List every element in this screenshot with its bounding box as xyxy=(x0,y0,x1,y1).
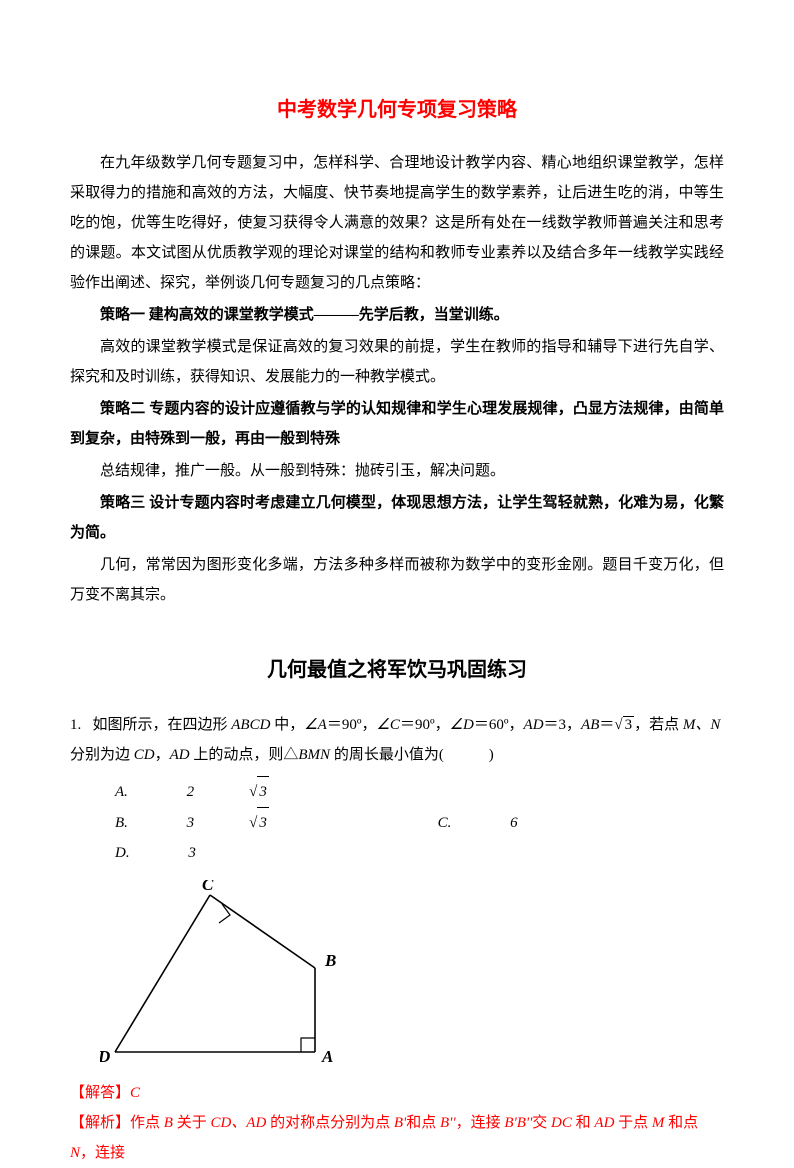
svg-text:D: D xyxy=(100,1047,110,1066)
q1-text-f: 上的动点，则△ xyxy=(193,747,298,763)
q1-abcd: ABCD xyxy=(228,717,275,733)
q1-bmn: BMN xyxy=(298,747,333,763)
choices: A. 2√3 B. 3√3 C. 6 D. 3 xyxy=(70,776,724,868)
q1-ad: AD xyxy=(170,747,194,763)
intro-paragraph: 在九年级数学几何专题复习中，怎样科学、合理地设计教学内容、精心地组织课堂教学，怎… xyxy=(70,148,724,298)
strategy-3-body: 几何，常常因为图形变化多端，方法多种多样而被称为数学中的变形金刚。题目千变万化，… xyxy=(70,550,724,610)
analysis-text: 作点 B 关于 CD、AD 的对称点分别为点 B'和点 B''，连接 B'B''… xyxy=(70,1115,698,1161)
sqrt-3: √3 xyxy=(614,710,634,740)
q1-text-c: ，若点 xyxy=(634,717,679,733)
q1-text-e: ， xyxy=(155,747,170,763)
analysis-label: 【解析】 xyxy=(70,1115,130,1131)
analysis-line: 【解析】作点 B 关于 CD、AD 的对称点分别为点 B'和点 B''，连接 B… xyxy=(70,1108,724,1168)
choice-c: C. 6 xyxy=(438,808,573,838)
answer-label: 【解答】 xyxy=(70,1085,130,1101)
strategy-2-title: 策略二 专题内容的设计应遵循教与学的认知规律和学生心理发展规律，凸显方法规律，由… xyxy=(70,394,724,454)
answer-line: 【解答】C xyxy=(70,1078,724,1108)
answer-value: C xyxy=(130,1085,140,1101)
choice-a: A. 2√3 xyxy=(115,776,379,807)
q1-text-a: 如图所示，在四边形 xyxy=(93,717,228,733)
svg-text:A: A xyxy=(321,1047,333,1066)
q1-mn: M、N xyxy=(679,717,720,733)
q1-angles: ∠A＝90º，∠C＝90º，∠D＝60º，AD＝3，AB＝ xyxy=(304,717,614,733)
question-1: 1. 如图所示，在四边形 ABCD 中，∠A＝90º，∠C＝90º，∠D＝60º… xyxy=(70,710,724,770)
q1-text-b: 中， xyxy=(274,717,304,733)
geometry-figure: D A B C xyxy=(100,880,724,1070)
q1-text-g: 的周长最小值为( ) xyxy=(334,747,494,763)
strategy-2-body: 总结规律，推广一般。从一般到特殊：抛砖引玉，解决问题。 xyxy=(70,456,724,486)
choice-d: D. 3 xyxy=(115,838,251,868)
main-title: 中考数学几何专项复习策略 xyxy=(70,90,724,130)
exercise-title: 几何最值之将军饮马巩固练习 xyxy=(70,650,724,690)
strategy-1-body: 高效的课堂教学模式是保证高效的复习效果的前提，学生在教师的指导和辅导下进行先自学… xyxy=(70,332,724,392)
svg-text:C: C xyxy=(202,880,214,894)
strategy-3-title: 策略三 设计专题内容时考虑建立几何模型，体现思想方法，让学生驾轻就熟，化难为易，… xyxy=(70,488,724,548)
question-number: 1. xyxy=(70,717,81,733)
strategy-1-title: 策略一 建构高效的课堂教学模式———先学后教，当堂训练。 xyxy=(70,300,724,330)
q1-cd: CD xyxy=(130,747,155,763)
choice-b: B. 3√3 xyxy=(115,807,379,838)
quadrilateral-svg: D A B C xyxy=(100,880,360,1070)
q1-text-d: 分别为边 xyxy=(70,747,130,763)
svg-text:B: B xyxy=(324,951,336,970)
